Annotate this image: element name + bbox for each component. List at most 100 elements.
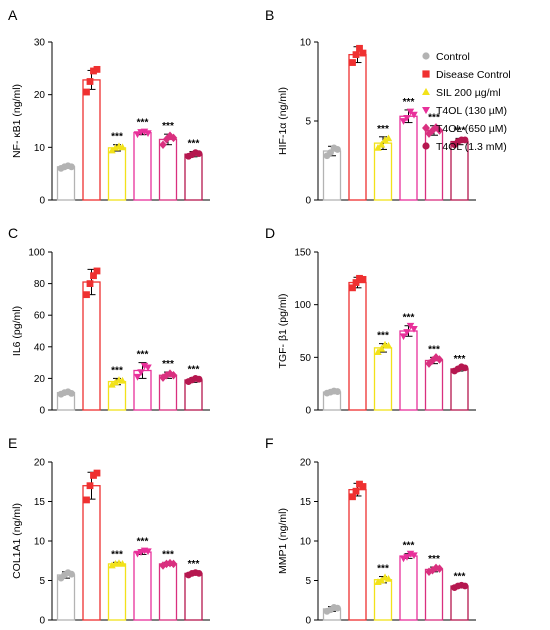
data-point [159, 140, 167, 149]
significance-label: *** [403, 97, 415, 108]
bar [158, 563, 178, 621]
data-point [111, 378, 120, 386]
y-tick-label: 20 [34, 458, 46, 469]
data-point [68, 390, 75, 397]
data-point [195, 375, 203, 383]
legend-item: Disease Control [422, 69, 511, 81]
legend-label: T4OL (650 µM) [436, 123, 507, 135]
data-point [403, 114, 411, 122]
y-tick-label: 150 [294, 248, 311, 259]
bar [82, 485, 101, 621]
significance-label: *** [162, 359, 174, 370]
panel-letter: F [265, 435, 274, 451]
data-point [334, 388, 341, 395]
bar [107, 563, 127, 621]
panel-letter: A [8, 7, 18, 23]
y-tick-label: 5 [305, 117, 311, 128]
legend-label: Disease Control [436, 69, 511, 81]
panel-A: A 0 10 20 30 NF- κB1 (ng/ml) *** *** *** *** [8, 7, 210, 207]
legend-item: SIL 200 µg/ml [422, 87, 501, 99]
data-point [334, 604, 341, 612]
significance-label: *** [454, 571, 466, 582]
significance-label: *** [188, 559, 200, 570]
y-tick-label: 50 [300, 353, 312, 364]
data-point [86, 78, 94, 85]
data-point [352, 487, 360, 495]
data-point [428, 126, 437, 135]
data-point [334, 146, 341, 153]
significance-label: *** [137, 537, 149, 548]
y-axis-label: NF- κB1 (ng/ml) [11, 84, 23, 158]
significance-label: *** [377, 124, 389, 135]
panel-letter: E [8, 435, 17, 451]
y-tick-label: 60 [34, 311, 46, 322]
y-tick-label: 10 [34, 143, 46, 154]
bar [158, 138, 178, 201]
bar [373, 347, 393, 411]
data-point [403, 553, 411, 561]
data-point [144, 548, 152, 556]
bar [133, 131, 152, 201]
data-point [461, 582, 469, 590]
bar [82, 281, 101, 411]
bar [348, 488, 367, 621]
data-point [83, 496, 90, 504]
bar [184, 153, 203, 201]
data-point [399, 118, 408, 125]
bar [133, 551, 152, 621]
legend-label: SIL 200 µg/ml [436, 87, 501, 99]
data-point [90, 272, 97, 280]
data-point [410, 552, 418, 560]
legend-label: T4OL (130 µM) [436, 105, 507, 117]
data-point [83, 291, 90, 299]
y-tick-label: 5 [39, 576, 45, 587]
data-point [356, 480, 363, 488]
significance-label: *** [162, 121, 174, 132]
data-point [169, 370, 178, 380]
data-point [461, 136, 469, 144]
data-point [108, 380, 116, 388]
bar [424, 568, 444, 621]
significance-label: *** [137, 117, 149, 128]
data-point [195, 569, 203, 577]
data-point [68, 570, 75, 578]
data-point [327, 149, 334, 157]
significance-label: *** [377, 331, 389, 342]
y-tick-label: 20 [34, 374, 46, 385]
y-tick-label: 0 [305, 616, 311, 627]
y-tick-label: 40 [34, 342, 46, 353]
data-point [384, 134, 393, 142]
bar [56, 574, 76, 621]
data-point [384, 341, 393, 349]
data-point [118, 376, 127, 384]
y-axis-label: HIF-1α (ng/ml) [277, 87, 289, 155]
data-point [359, 483, 367, 490]
y-axis-label: IL6 (pg/ml) [11, 306, 23, 356]
data-point [169, 133, 178, 143]
data-point [377, 140, 386, 148]
bar [424, 359, 444, 411]
bar [82, 79, 101, 201]
y-tick-label: 20 [34, 90, 46, 101]
significance-label: *** [377, 564, 389, 575]
data-point [356, 44, 363, 52]
data-point [410, 111, 418, 119]
y-tick-label: 100 [28, 248, 45, 259]
panel-E: E 0 5 10 15 20 COL1A1 (ng/ml) *** *** *** *** [8, 435, 210, 627]
significance-label: *** [111, 365, 123, 376]
data-point [349, 59, 356, 66]
bar [184, 572, 203, 621]
bar [348, 53, 367, 201]
data-point [435, 564, 444, 573]
legend-marker [422, 106, 430, 115]
significance-label: *** [428, 554, 440, 565]
data-point [68, 163, 75, 171]
legend-item: T4OL (130 µM) [422, 105, 507, 117]
significance-label: *** [454, 125, 466, 136]
y-tick-label: 20 [300, 458, 312, 469]
data-point [93, 469, 101, 477]
significance-label: *** [428, 344, 440, 355]
y-tick-label: 10 [300, 537, 312, 548]
legend: Control Disease Control SIL 200 µg/ml T4OL … [422, 51, 511, 153]
data-point [118, 560, 127, 567]
